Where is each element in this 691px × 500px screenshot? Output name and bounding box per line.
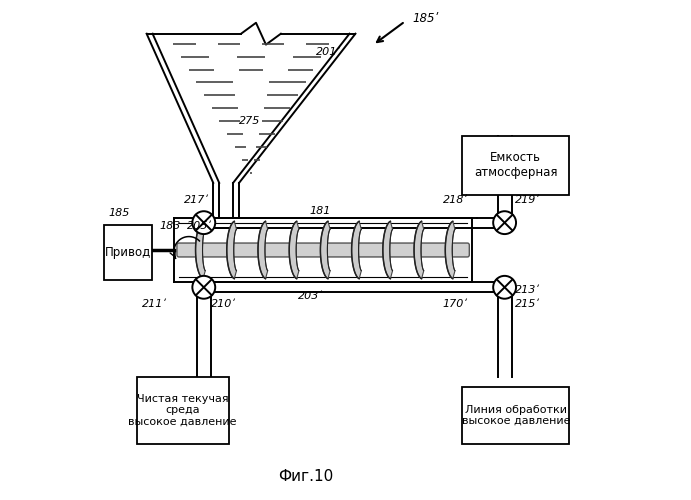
Circle shape <box>493 211 516 234</box>
Text: 217ʹ: 217ʹ <box>184 196 209 205</box>
Bar <box>104 225 151 280</box>
Polygon shape <box>321 222 330 278</box>
Polygon shape <box>445 222 455 278</box>
Text: Емкость
атмосферная: Емкость атмосферная <box>474 152 558 180</box>
Polygon shape <box>290 222 299 278</box>
Text: 215ʹ: 215ʹ <box>515 298 539 308</box>
Text: 213ʹ: 213ʹ <box>515 285 539 295</box>
Text: 275: 275 <box>238 116 260 126</box>
Bar <box>462 136 569 196</box>
Polygon shape <box>196 222 205 278</box>
Polygon shape <box>227 222 236 278</box>
Text: 205ʹ: 205ʹ <box>187 221 212 231</box>
Polygon shape <box>352 222 361 278</box>
Circle shape <box>192 276 215 298</box>
Text: 185ʹ: 185ʹ <box>413 12 438 26</box>
Text: Чистая текучая
среда
высокое давление: Чистая текучая среда высокое давление <box>129 394 237 427</box>
Text: Привод: Привод <box>105 246 151 259</box>
Text: Фиг.10: Фиг.10 <box>278 468 333 483</box>
Text: 211ʹ: 211ʹ <box>142 298 167 308</box>
Circle shape <box>192 211 215 234</box>
Text: 203ʹ: 203ʹ <box>299 290 323 300</box>
Text: 183: 183 <box>159 221 180 231</box>
Text: 170ʹ: 170ʹ <box>443 298 467 308</box>
Polygon shape <box>414 222 424 278</box>
Text: 210ʹ: 210ʹ <box>211 298 236 308</box>
Polygon shape <box>258 222 267 278</box>
Text: 181: 181 <box>310 206 331 216</box>
Text: Линия обработки
высокое давление: Линия обработки высокое давление <box>462 404 570 426</box>
Text: 185: 185 <box>108 208 130 218</box>
Bar <box>462 386 569 444</box>
Polygon shape <box>383 222 392 278</box>
Text: 219ʹ: 219ʹ <box>515 196 539 205</box>
Circle shape <box>493 276 516 298</box>
FancyBboxPatch shape <box>177 243 469 257</box>
Bar <box>137 377 229 444</box>
Text: 201ʹ: 201ʹ <box>316 47 340 57</box>
Text: 218ʹ: 218ʹ <box>443 196 467 205</box>
